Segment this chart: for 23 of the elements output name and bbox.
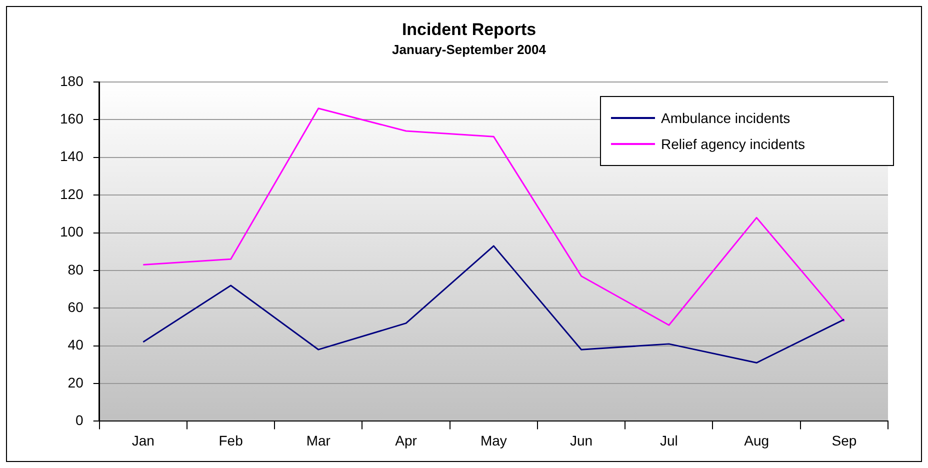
x-tick-label: Mar (306, 432, 331, 448)
chart-subtitle: January-September 2004 (392, 42, 547, 57)
x-tick-label: Jul (660, 432, 678, 448)
x-tick-label: Apr (395, 432, 418, 448)
y-tick-label: 20 (68, 374, 84, 390)
x-tick-label: May (480, 432, 507, 448)
x-tick-label: Jun (570, 432, 593, 448)
legend-label: Ambulance incidents (661, 110, 790, 126)
y-tick-label: 100 (60, 224, 84, 240)
x-tick-label: Sep (832, 432, 857, 448)
y-tick-label: 180 (60, 72, 84, 89)
y-tick-label: 0 (76, 412, 84, 428)
x-tick-label: Feb (218, 432, 244, 448)
x-tick-label: Jan (132, 432, 154, 448)
y-tick-label: 60 (68, 298, 84, 315)
y-tick-label: 140 (60, 148, 84, 164)
x-tick-label: Aug (744, 432, 770, 448)
y-tick-label: 80 (68, 261, 84, 278)
y-tick-label: 120 (60, 186, 84, 202)
y-tick-label: 160 (60, 110, 84, 127)
y-tick-label: 40 (68, 336, 84, 353)
legend-label: Relief agency incidents (661, 136, 805, 152)
chart-title: Incident Reports (402, 20, 536, 39)
